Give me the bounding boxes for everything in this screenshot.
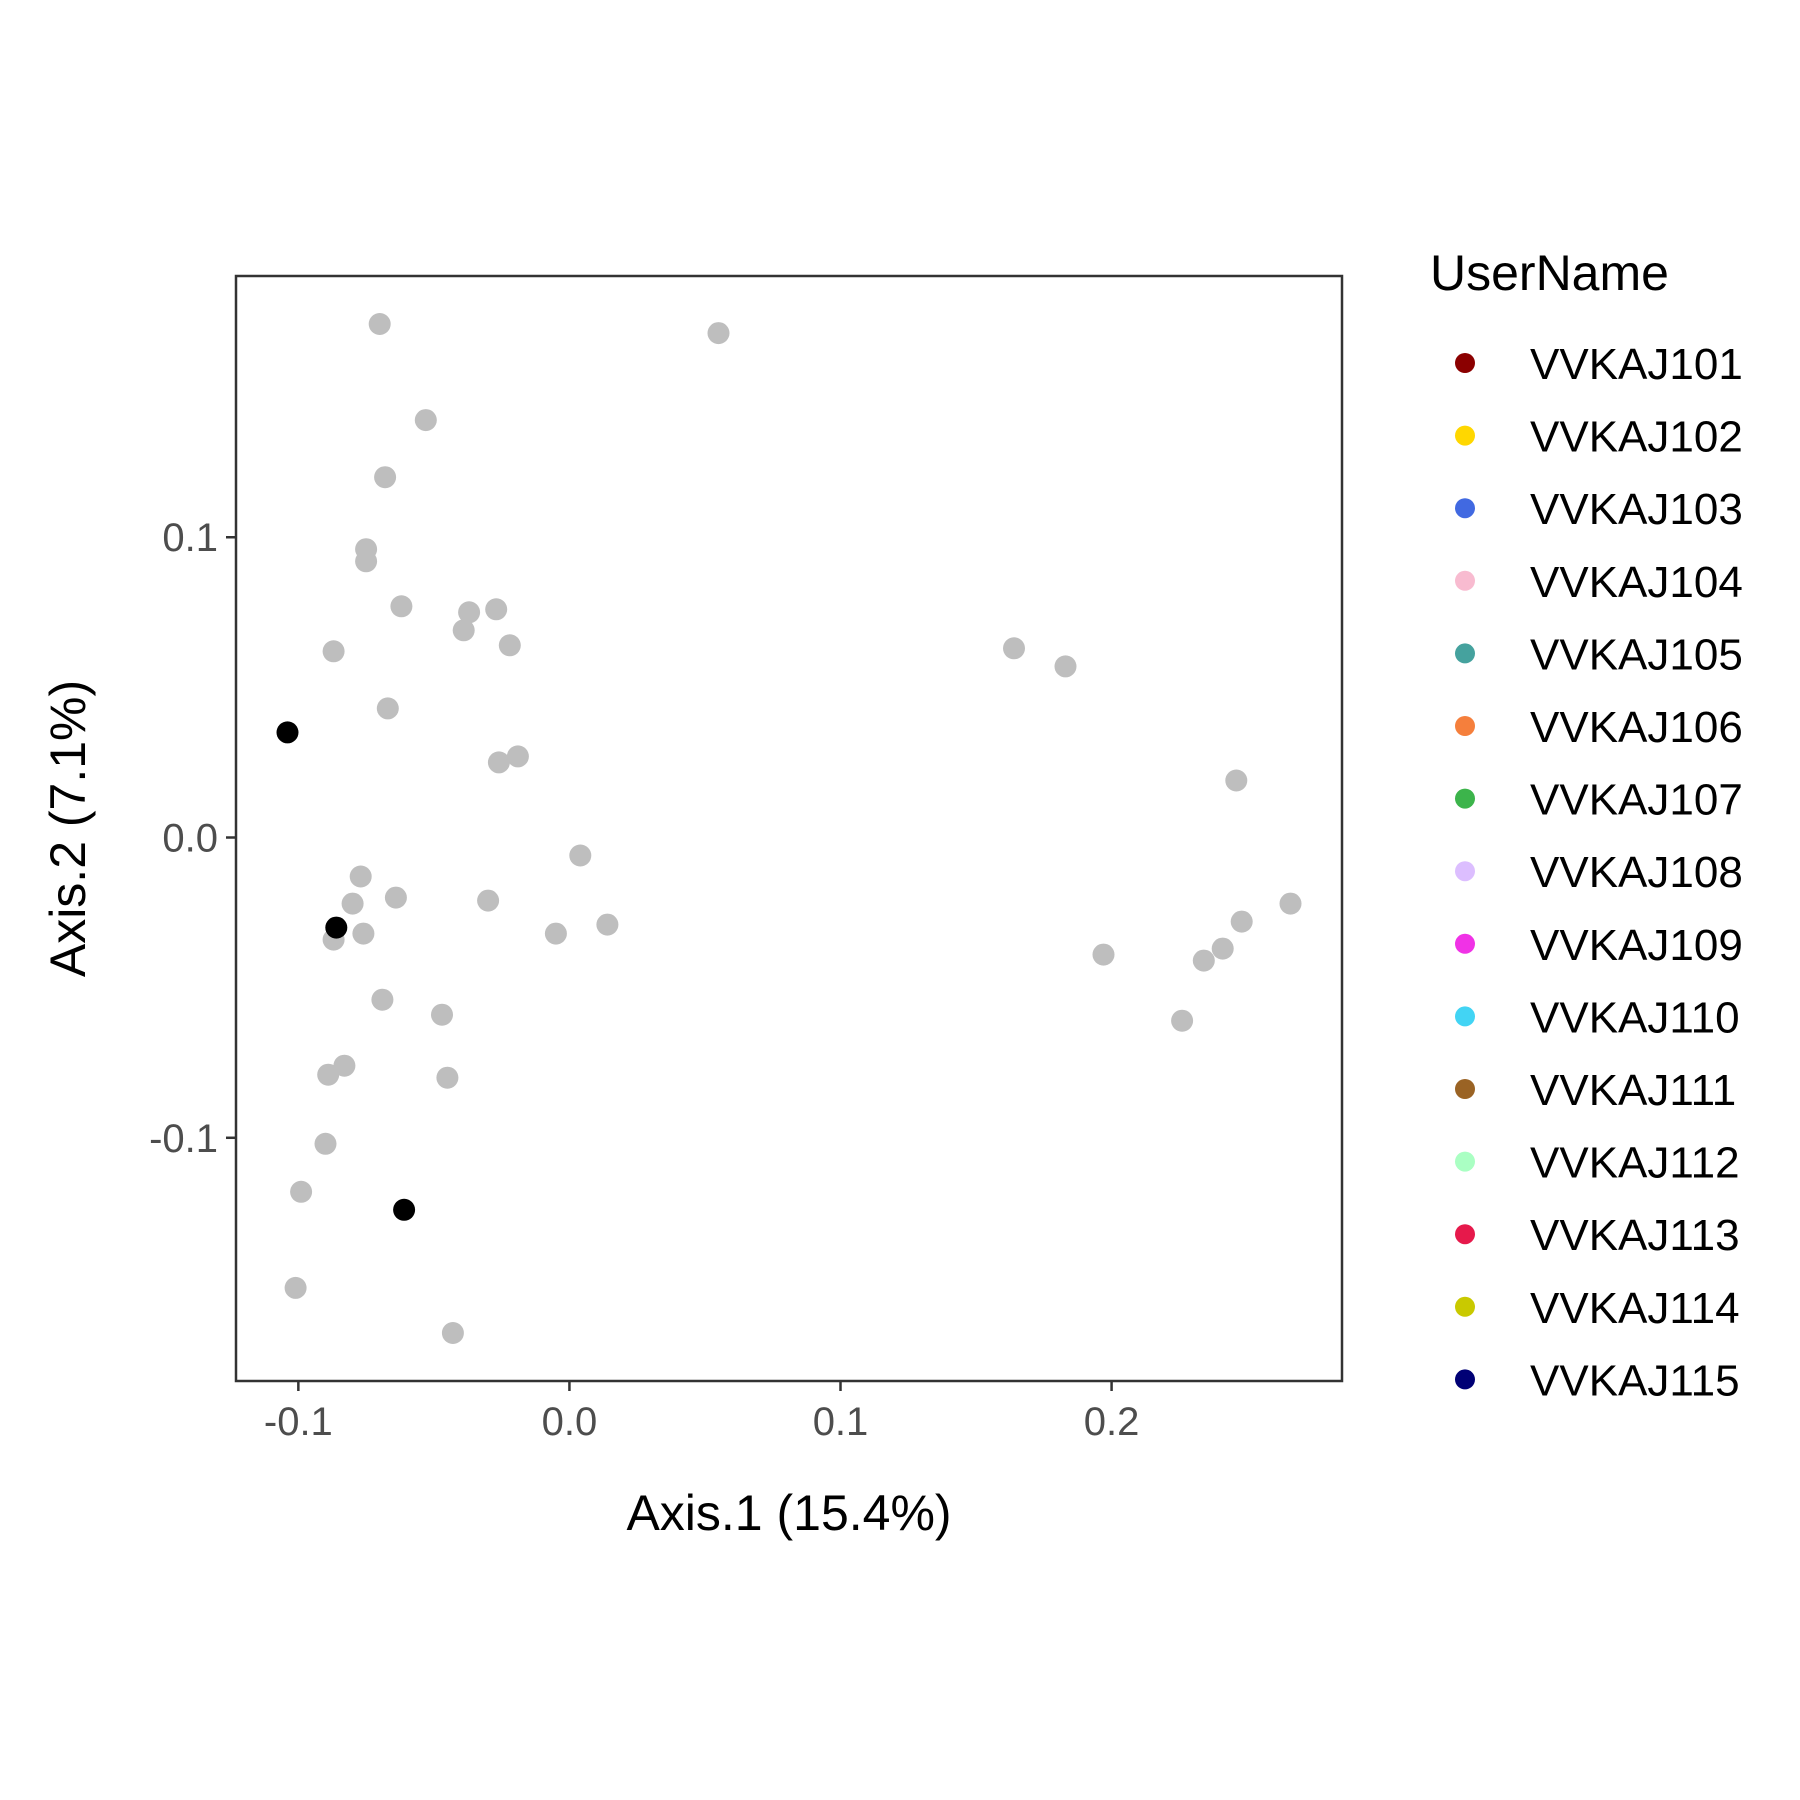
data-point (284, 1276, 307, 1299)
data-point (1092, 943, 1115, 966)
data-point (333, 1054, 356, 1077)
legend-key (1455, 498, 1475, 519)
data-point (596, 913, 619, 936)
legend-label: VVKAJ102 (1530, 413, 1743, 462)
data-point (1230, 910, 1253, 933)
legend-label: VVKAJ115 (1530, 1356, 1740, 1405)
data-point (376, 697, 399, 720)
x-tick-label: -0.1 (264, 1400, 333, 1444)
data-point (355, 550, 378, 573)
data-point (1192, 949, 1215, 972)
data-point (322, 640, 345, 663)
legend-key (1455, 570, 1475, 591)
legend-key (1455, 1079, 1475, 1099)
legend-label: VVKAJ114 (1530, 1284, 1740, 1333)
data-point (477, 889, 500, 912)
data-point (485, 598, 508, 621)
data-point (368, 313, 391, 335)
legend-key (1455, 1006, 1475, 1027)
legend-key (1455, 1369, 1475, 1390)
plot-panel (234, 274, 1344, 1383)
legend-title: UserName (1430, 245, 1669, 301)
data-point (544, 922, 567, 945)
data-point (498, 634, 521, 657)
data-point (341, 892, 364, 915)
y-tick-label: 0.1 (162, 516, 218, 560)
x-axis-title: Axis.1 (15.4%) (626, 1485, 951, 1541)
data-point (452, 619, 475, 642)
data-point (1211, 937, 1234, 960)
y-tick-label: 0.0 (162, 817, 218, 861)
legend-key (1455, 425, 1475, 446)
legend-label: VVKAJ106 (1530, 703, 1743, 752)
data-point (352, 922, 375, 945)
data-point (1279, 892, 1302, 915)
legend-label: VVKAJ112 (1530, 1139, 1740, 1188)
data-point (290, 1180, 313, 1203)
data-point (436, 1066, 459, 1089)
legend-label: VVKAJ104 (1530, 558, 1743, 607)
legend: VVKAJ101 VVKAJ102 VVKAJ103 VVKAJ104 VVKAJ105… (1455, 340, 1743, 1405)
data-point (371, 988, 394, 1011)
legend-label: VVKAJ108 (1530, 848, 1743, 897)
data-point (414, 409, 437, 432)
data-point (317, 1063, 340, 1086)
data-point (314, 1132, 337, 1155)
data-point (325, 916, 348, 939)
data-point (393, 1198, 416, 1221)
x-tick-label: 0.1 (813, 1400, 869, 1444)
data-point (1171, 1009, 1194, 1032)
legend-key (1455, 933, 1475, 954)
legend-key (1455, 788, 1475, 809)
points-layer (276, 313, 1302, 1344)
data-point (707, 322, 730, 345)
data-point (349, 865, 372, 888)
data-point (431, 1003, 453, 1026)
data-point (1054, 655, 1077, 678)
y-tick-label: -0.1 (149, 1117, 218, 1161)
data-point (441, 1322, 464, 1344)
y-axis-title: Axis.2 (7.1%) (40, 680, 96, 977)
legend-label: VVKAJ105 (1530, 630, 1743, 679)
legend-label: VVKAJ101 (1530, 340, 1743, 389)
data-point (458, 601, 481, 624)
data-point (506, 745, 529, 768)
legend-key (1455, 1224, 1475, 1245)
axis-ticks: -0.1 0.0 0.1 0.2 -0.1 0.0 0.1 (149, 516, 1139, 1444)
legend-label: VVKAJ109 (1530, 921, 1743, 970)
legend-label: VVKAJ111 (1530, 1066, 1736, 1115)
legend-label: VVKAJ107 (1530, 776, 1743, 825)
x-tick-label: 0.2 (1084, 1400, 1140, 1444)
x-tick-label: 0.0 (542, 1400, 598, 1444)
legend-label: VVKAJ103 (1530, 485, 1743, 534)
legend-label: VVKAJ113 (1530, 1211, 1740, 1260)
legend-key (1455, 1296, 1475, 1317)
data-point (276, 721, 299, 744)
legend-key (1455, 353, 1475, 373)
legend-label: VVKAJ110 (1530, 993, 1740, 1042)
data-point (390, 595, 413, 618)
data-point (569, 844, 592, 867)
legend-key (1455, 643, 1475, 664)
legend-key (1455, 861, 1475, 882)
data-point (1003, 637, 1025, 660)
data-point (374, 466, 397, 489)
legend-key (1455, 716, 1475, 736)
data-point (384, 886, 407, 909)
data-point (1225, 769, 1248, 792)
data-point (487, 751, 510, 774)
legend-key (1455, 1151, 1475, 1172)
